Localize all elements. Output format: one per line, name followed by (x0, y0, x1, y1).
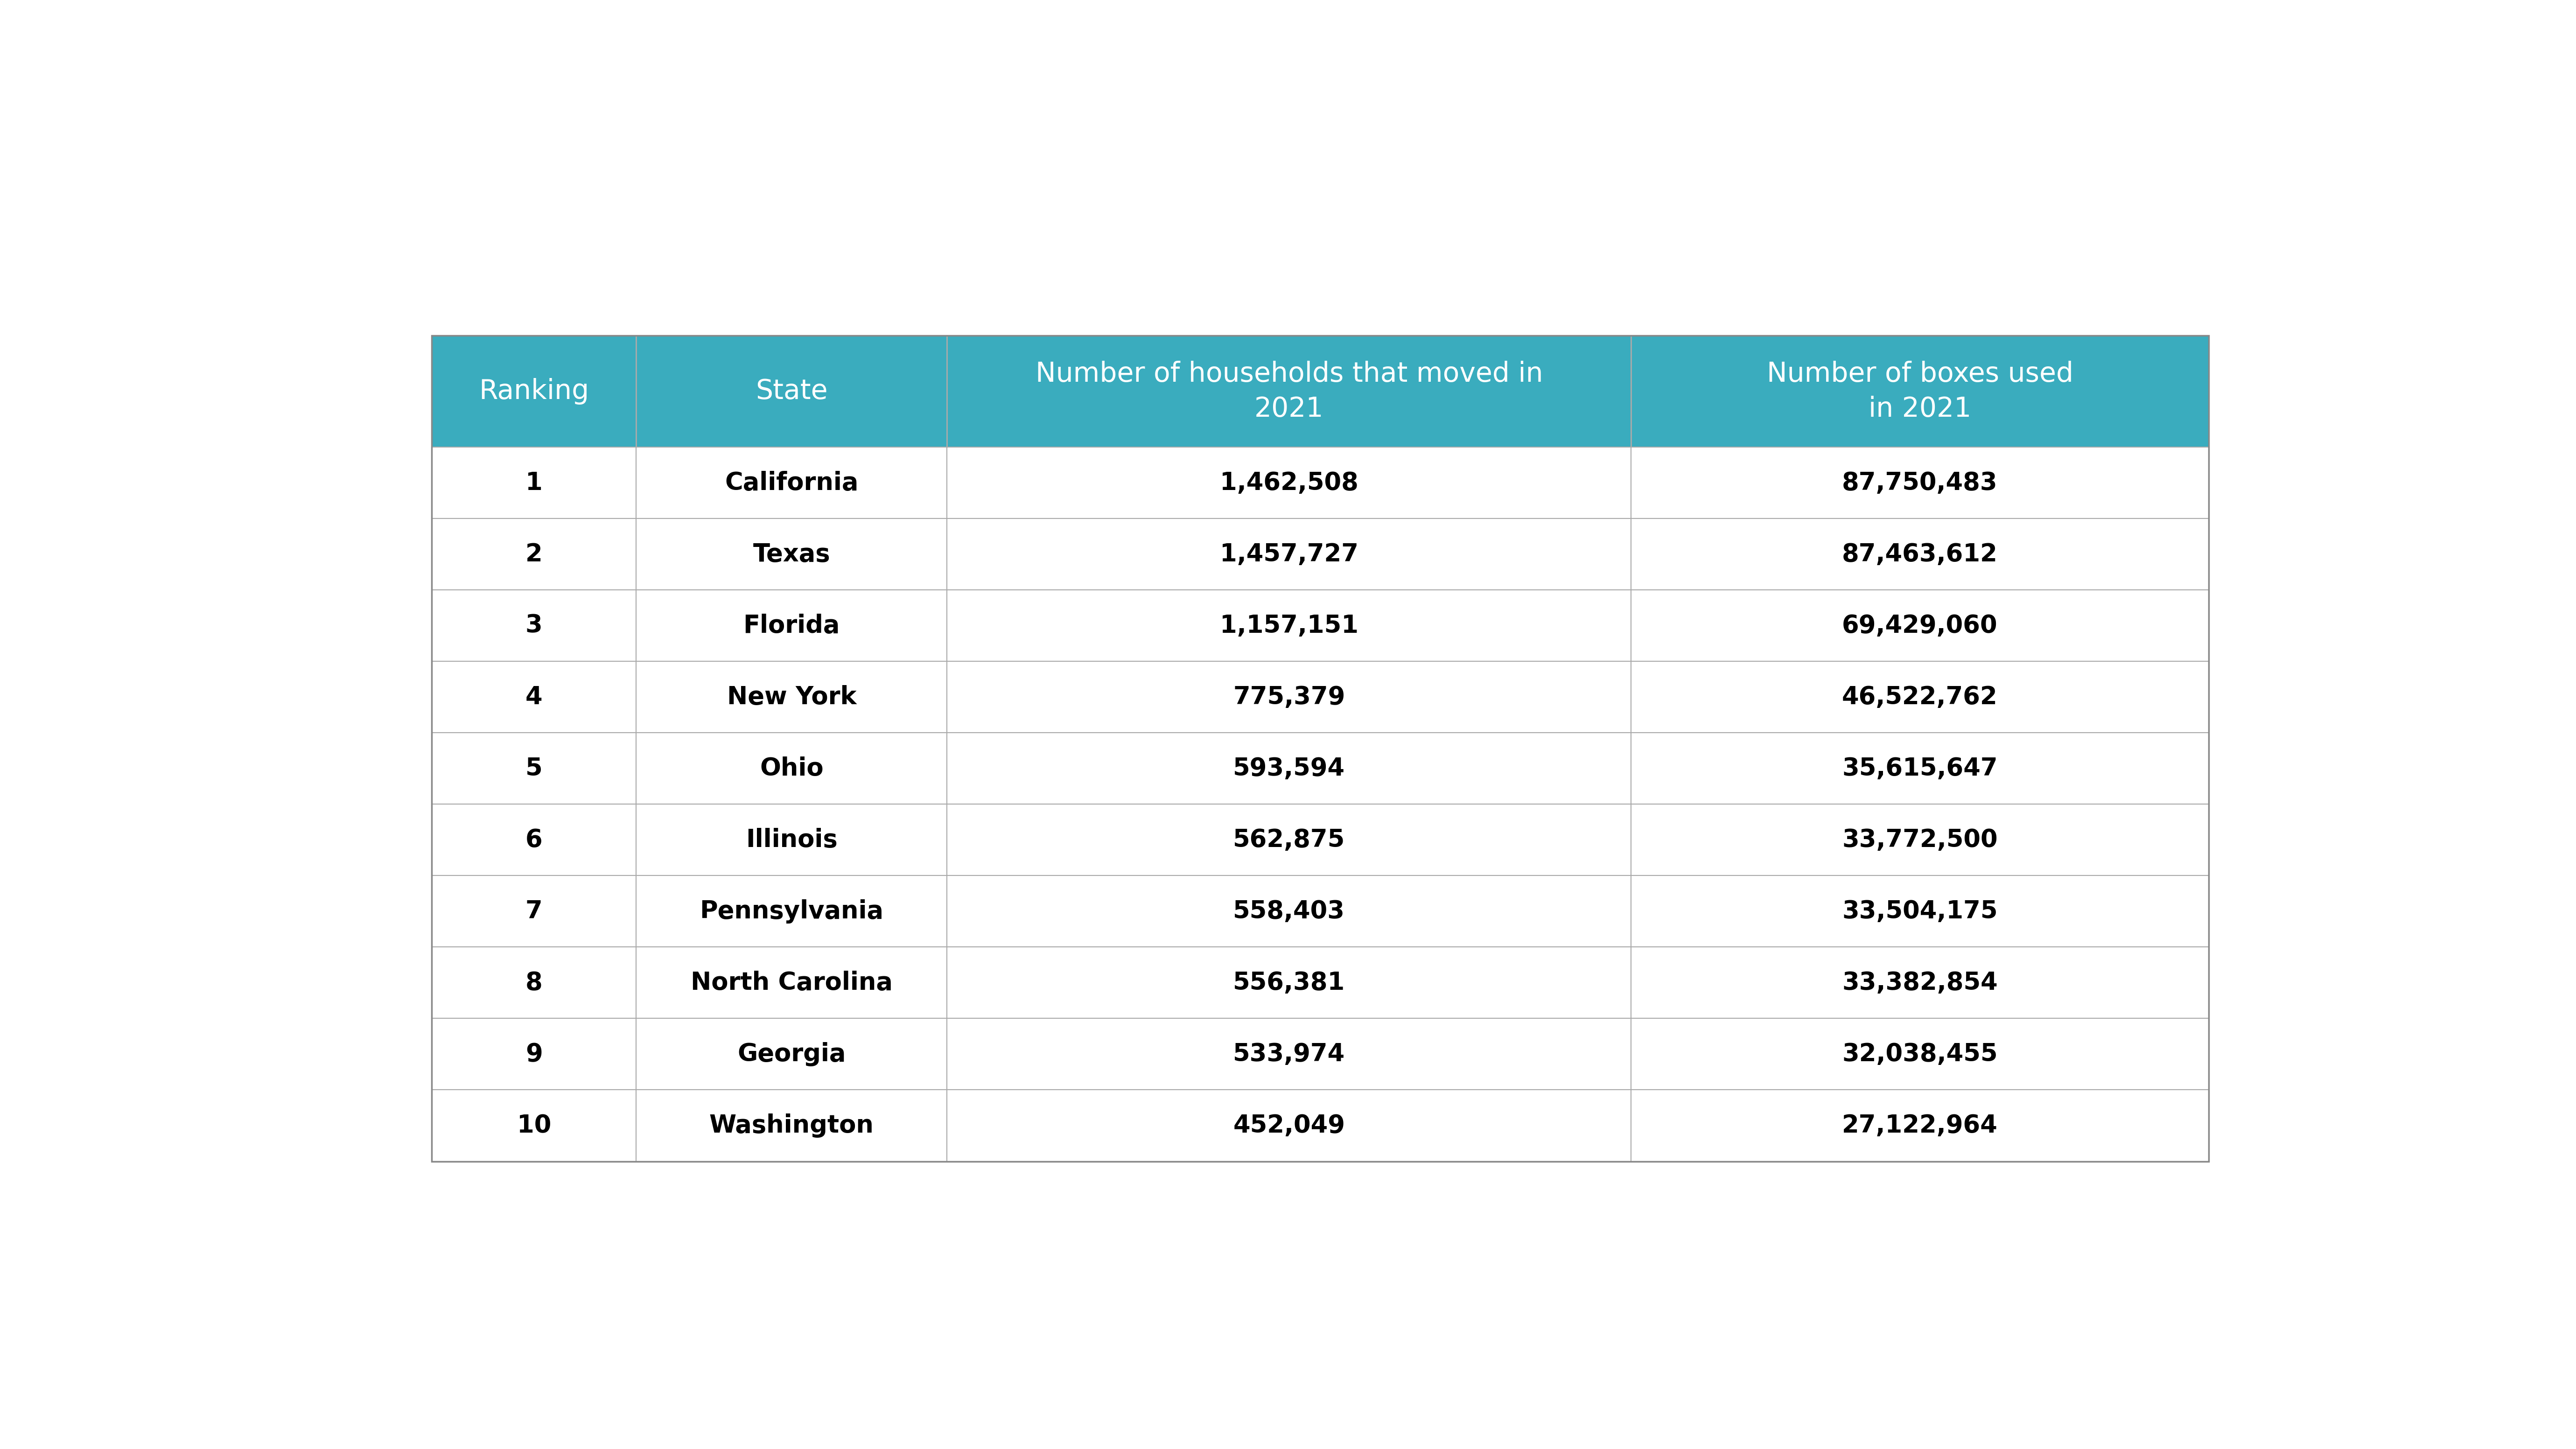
Bar (433, 448, 636, 519)
Bar (636, 590, 948, 661)
Text: 33,772,500: 33,772,500 (1842, 827, 1999, 852)
Text: 5: 5 (526, 756, 544, 781)
Text: Florida: Florida (744, 613, 840, 638)
Text: Washington: Washington (708, 1113, 873, 1137)
Text: Ranking: Ranking (479, 378, 590, 404)
Bar (636, 875, 948, 948)
Bar (636, 519, 948, 590)
Text: Pennsylvania: Pennsylvania (701, 900, 884, 923)
Bar (636, 733, 948, 804)
Text: 2: 2 (526, 542, 544, 567)
Bar (948, 519, 1631, 590)
Bar (948, 336, 1631, 448)
Text: Number of boxes used
in 2021: Number of boxes used in 2021 (1767, 361, 2074, 422)
Text: Texas: Texas (752, 542, 829, 567)
Bar (1631, 804, 2208, 875)
Text: 452,049: 452,049 (1234, 1113, 1345, 1137)
Text: 69,429,060: 69,429,060 (1842, 613, 1999, 638)
Bar (948, 1019, 1631, 1090)
Text: 33,504,175: 33,504,175 (1842, 900, 1996, 923)
Bar (1631, 1090, 2208, 1161)
Text: 1,462,508: 1,462,508 (1221, 471, 1358, 496)
Text: 32,038,455: 32,038,455 (1842, 1042, 1996, 1066)
Bar (433, 875, 636, 948)
Bar (1631, 336, 2208, 448)
Bar (636, 336, 948, 448)
Bar (433, 590, 636, 661)
Bar (433, 661, 636, 733)
Text: 4: 4 (526, 685, 544, 709)
Bar (948, 448, 1631, 519)
Bar (636, 448, 948, 519)
Text: Ohio: Ohio (760, 756, 824, 781)
Bar (433, 519, 636, 590)
Text: 7: 7 (526, 900, 544, 923)
Bar (1631, 590, 2208, 661)
Bar (636, 804, 948, 875)
Bar (948, 733, 1631, 804)
Bar (948, 1090, 1631, 1161)
Bar (433, 733, 636, 804)
Text: 87,463,612: 87,463,612 (1842, 542, 1999, 567)
Bar (636, 1090, 948, 1161)
Bar (1631, 948, 2208, 1019)
Text: New York: New York (726, 685, 855, 709)
Text: California: California (724, 471, 858, 496)
Bar (948, 590, 1631, 661)
Bar (636, 661, 948, 733)
Text: State: State (755, 378, 827, 404)
Text: 9: 9 (526, 1042, 544, 1066)
Bar (948, 948, 1631, 1019)
Bar (636, 1019, 948, 1090)
Text: 87,750,483: 87,750,483 (1842, 471, 1999, 496)
Bar (433, 804, 636, 875)
Text: 556,381: 556,381 (1234, 971, 1345, 995)
Text: 6: 6 (526, 827, 544, 852)
Text: North Carolina: North Carolina (690, 971, 894, 995)
Text: 558,403: 558,403 (1234, 900, 1345, 923)
Bar (948, 804, 1631, 875)
Text: Georgia: Georgia (737, 1042, 845, 1066)
Bar (1631, 1019, 2208, 1090)
Bar (1631, 448, 2208, 519)
Text: 593,594: 593,594 (1234, 756, 1345, 781)
Text: Number of households that moved in
2021: Number of households that moved in 2021 (1036, 361, 1543, 422)
Text: 46,522,762: 46,522,762 (1842, 685, 1999, 709)
Bar (433, 948, 636, 1019)
Bar (1631, 733, 2208, 804)
Bar (433, 336, 636, 448)
Bar (433, 336, 2208, 1161)
Text: 10: 10 (518, 1113, 551, 1137)
Text: 1: 1 (526, 471, 544, 496)
Text: 33,382,854: 33,382,854 (1842, 971, 1999, 995)
Text: 1,157,151: 1,157,151 (1221, 613, 1358, 638)
Bar (948, 661, 1631, 733)
Text: 562,875: 562,875 (1234, 827, 1345, 852)
Text: 1,457,727: 1,457,727 (1221, 542, 1358, 567)
Text: 27,122,964: 27,122,964 (1842, 1113, 1999, 1137)
Bar (636, 948, 948, 1019)
Bar (433, 1019, 636, 1090)
Bar (948, 875, 1631, 948)
Bar (1631, 519, 2208, 590)
Text: 35,615,647: 35,615,647 (1842, 756, 1999, 781)
Text: 3: 3 (526, 613, 544, 638)
Text: 775,379: 775,379 (1234, 685, 1345, 709)
Text: Illinois: Illinois (744, 827, 837, 852)
Text: 8: 8 (526, 971, 544, 995)
Bar (1631, 661, 2208, 733)
Text: 533,974: 533,974 (1234, 1042, 1345, 1066)
Bar (1631, 875, 2208, 948)
Bar (433, 1090, 636, 1161)
